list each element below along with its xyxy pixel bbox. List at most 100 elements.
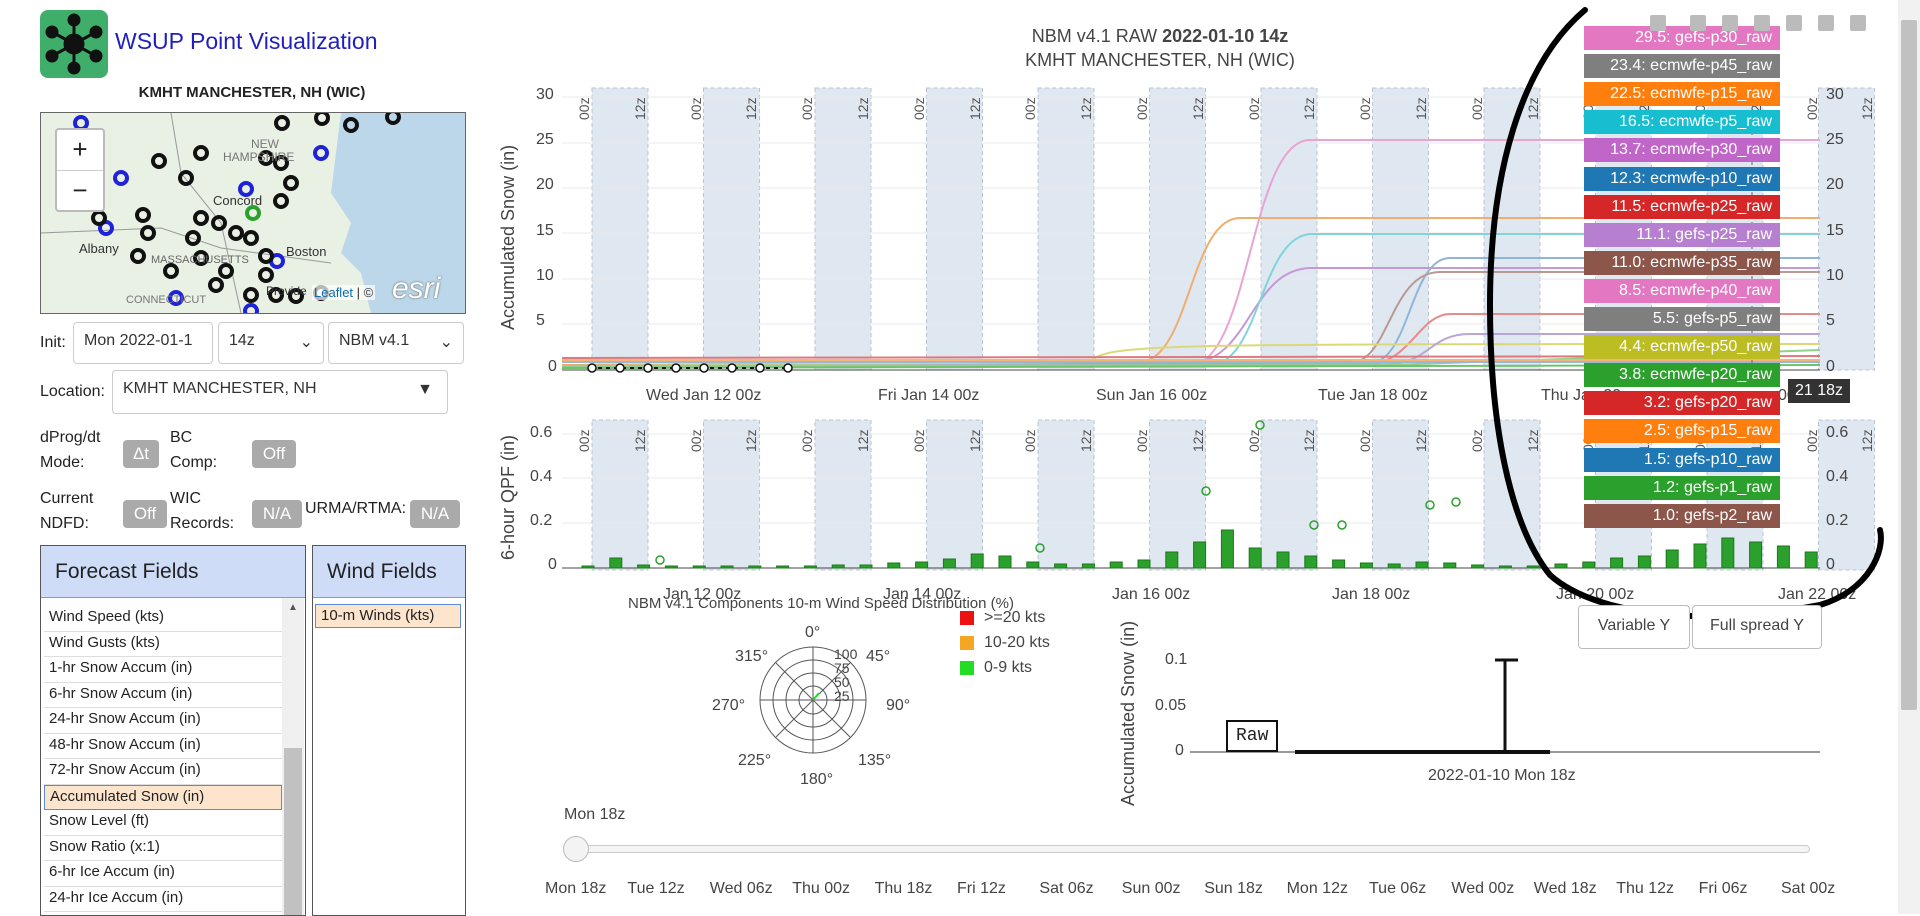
page-scrollbar[interactable] bbox=[1898, 0, 1920, 914]
timeline-tick[interactable]: Wed 06z bbox=[709, 880, 773, 897]
full-spread-y-button[interactable]: Full spread Y bbox=[1692, 605, 1822, 649]
legend-item[interactable]: 1.2: gefs-p1_raw bbox=[1584, 475, 1780, 500]
zoom-in-button[interactable]: + bbox=[57, 130, 103, 171]
legend-item[interactable]: 22.5: ecmwfe-p15_raw bbox=[1584, 82, 1780, 107]
map-zoom-control: + − bbox=[55, 128, 105, 212]
spike-lines-icon[interactable] bbox=[1786, 15, 1802, 31]
forecast-field-item[interactable]: 1-hr Snow Accum (in) bbox=[44, 657, 282, 683]
pan-icon[interactable] bbox=[1722, 15, 1738, 31]
compare-icon[interactable] bbox=[1818, 15, 1834, 31]
legend-item[interactable]: 2.5: gefs-p15_raw bbox=[1584, 419, 1780, 444]
qpf-bar bbox=[1332, 559, 1346, 569]
y-tick-top-right: 10 bbox=[1826, 267, 1844, 284]
wind-rose-angle: 270° bbox=[712, 697, 746, 714]
download-plot-icon[interactable] bbox=[1850, 15, 1866, 31]
legend-item[interactable]: 11.5: ecmwfe-p25_raw bbox=[1584, 194, 1780, 219]
timeline-tick[interactable]: Sat 00z bbox=[1781, 880, 1836, 897]
legend-item[interactable]: 5.5: gefs-p5_raw bbox=[1584, 307, 1780, 331]
wind-rose-radius: 75 bbox=[834, 660, 850, 676]
forecast-field-item[interactable]: 6-hr Snow Accum (in) bbox=[44, 683, 282, 708]
legend-item[interactable]: 11.0: ecmwfe-p35_raw bbox=[1584, 250, 1780, 275]
forecast-field-item[interactable]: 6-hr Ice Accum (in) bbox=[44, 861, 282, 887]
timeline-tick[interactable]: Fri 12z bbox=[957, 880, 1006, 897]
zoom-out-button[interactable]: − bbox=[72, 175, 88, 205]
page-scrollbar-thumb[interactable] bbox=[1901, 20, 1917, 710]
station-map[interactable]: NEW HAMPSHIRE Concord Albany MASSACHUSET… bbox=[40, 112, 466, 314]
timeline-tick[interactable]: Thu 12z bbox=[1616, 880, 1674, 897]
init-hour-value: 14z bbox=[229, 332, 255, 349]
night-band bbox=[926, 419, 983, 571]
forecast-fields-panel: Forecast Fields Wind Speed (kts) Wind Gus… bbox=[40, 545, 306, 916]
timeline-tick[interactable]: Thu 18z bbox=[874, 880, 933, 897]
timeline-track[interactable] bbox=[575, 845, 1810, 853]
wind-rose-legend-item: >=20 kts bbox=[960, 609, 1045, 627]
variable-y-button[interactable]: Variable Y bbox=[1578, 605, 1690, 649]
forecast-field-item[interactable]: Snow Level (ft) bbox=[44, 810, 282, 836]
wind-rose-angle: 315° bbox=[735, 648, 769, 665]
timeline-tick[interactable]: Wed 18z bbox=[1533, 880, 1597, 897]
timeline-tick[interactable]: Sat 06z bbox=[1039, 880, 1094, 897]
timeline-tick[interactable]: Mon 18z bbox=[545, 880, 607, 897]
wic-records-toggle[interactable]: N/A bbox=[252, 500, 302, 528]
init-hour-select[interactable]: 14z ⌄ bbox=[218, 322, 324, 364]
legend-item[interactable]: 3.2: gefs-p20_raw bbox=[1584, 391, 1780, 416]
urma-toggle[interactable]: N/A bbox=[410, 500, 460, 528]
zoom-icon[interactable] bbox=[1690, 15, 1706, 31]
timeline-tick[interactable]: Sun 00z bbox=[1121, 880, 1181, 897]
legend-item[interactable]: 8.5: ecmwfe-p40_raw bbox=[1584, 278, 1780, 303]
wind-rose-chart[interactable] bbox=[740, 620, 890, 790]
forecast-field-item[interactable]: Snow Ratio (x:1) bbox=[44, 836, 282, 861]
legend-item[interactable]: 11.1: gefs-p25_raw bbox=[1584, 222, 1780, 247]
dprog-toggle[interactable]: Δt bbox=[123, 440, 159, 468]
legend-item[interactable]: 29.5: gefs-p30_raw bbox=[1584, 26, 1780, 50]
scrollbar-thumb[interactable] bbox=[284, 748, 302, 915]
wic-label-line2: Records: bbox=[170, 515, 235, 532]
y-tick-bottom-right: 0.6 bbox=[1826, 424, 1849, 441]
x-tick-bottom: Jan 14 00z bbox=[883, 586, 962, 603]
forecast-field-item[interactable]: Wind Speed (kts) bbox=[44, 606, 282, 632]
legend-item[interactable]: 12.3: ecmwfe-p10_raw bbox=[1584, 166, 1780, 191]
legend-item[interactable]: 1.5: gefs-p10_raw bbox=[1584, 447, 1780, 472]
timeline-tick[interactable]: Mon 12z bbox=[1286, 880, 1348, 897]
timeline-tick[interactable]: Thu 00z bbox=[792, 880, 850, 897]
small-chart[interactable] bbox=[1150, 640, 1830, 780]
band-label: 00z bbox=[576, 429, 592, 452]
forecast-field-item[interactable]: 48-hr Snow Accum (in) bbox=[44, 734, 282, 759]
timeline-tick[interactable]: Sun 18z bbox=[1204, 880, 1263, 897]
forecast-field-item[interactable]: Accumulated Snow (in) bbox=[44, 784, 282, 810]
legend-item[interactable]: 13.7: ecmwfe-p30_raw bbox=[1584, 138, 1780, 163]
location-select[interactable]: KMHT MANCHESTER, NH ▼ bbox=[112, 370, 448, 414]
forecast-field-item[interactable]: 72-hr Snow Accum (in) bbox=[44, 759, 282, 785]
band-label: 12z bbox=[1189, 97, 1206, 120]
band-label: 12z bbox=[1078, 97, 1095, 120]
model-select[interactable]: NBM v4.1 ⌄ bbox=[328, 322, 464, 364]
legend-item[interactable]: 3.8: ecmwfe-p20_raw bbox=[1584, 363, 1780, 388]
qpf-bar bbox=[664, 565, 678, 569]
forecast-field-item[interactable]: 24-hr Ice Accum (in) bbox=[44, 887, 282, 912]
legend-item[interactable]: 1.0: gefs-p2_raw bbox=[1584, 503, 1780, 528]
qpf-bar bbox=[1054, 563, 1068, 569]
forecast-field-item[interactable]: 24-hr Snow Accum (in) bbox=[44, 708, 282, 734]
timeline-tick[interactable]: Tue 06z bbox=[1369, 880, 1427, 897]
night-band bbox=[591, 419, 649, 571]
legend-item[interactable]: 4.4: ecmwfe-p50_raw bbox=[1584, 335, 1780, 360]
ndfd-toggle[interactable]: Off bbox=[123, 500, 167, 528]
camera-icon[interactable] bbox=[1650, 15, 1666, 31]
legend-item[interactable]: 23.4: ecmwfe-p45_raw bbox=[1584, 54, 1780, 79]
leaflet-link[interactable]: Leaflet bbox=[314, 285, 354, 300]
band-label: 00z bbox=[1134, 429, 1150, 452]
legend-item[interactable]: 16.5: ecmwfe-p5_raw bbox=[1584, 110, 1780, 135]
timeline-tick[interactable]: Tue 12z bbox=[627, 880, 685, 897]
scrollbar[interactable]: ▲ bbox=[282, 598, 304, 915]
legend-swatch bbox=[960, 611, 974, 625]
timeline-handle[interactable] bbox=[563, 836, 589, 862]
timeline-tick[interactable]: Fri 06z bbox=[1698, 880, 1748, 897]
qpf-bar bbox=[1248, 547, 1262, 569]
wind-field-item[interactable]: 10-m Winds (kts) bbox=[315, 604, 461, 628]
init-date-input[interactable]: Mon 2022-01-1 bbox=[73, 322, 213, 364]
autoscale-icon[interactable] bbox=[1754, 15, 1770, 31]
scroll-up-icon[interactable]: ▲ bbox=[288, 602, 298, 613]
forecast-field-item[interactable]: Wind Gusts (kts) bbox=[44, 632, 282, 657]
bc-comp-toggle[interactable]: Off bbox=[252, 440, 296, 468]
timeline-tick[interactable]: Wed 00z bbox=[1451, 880, 1515, 897]
